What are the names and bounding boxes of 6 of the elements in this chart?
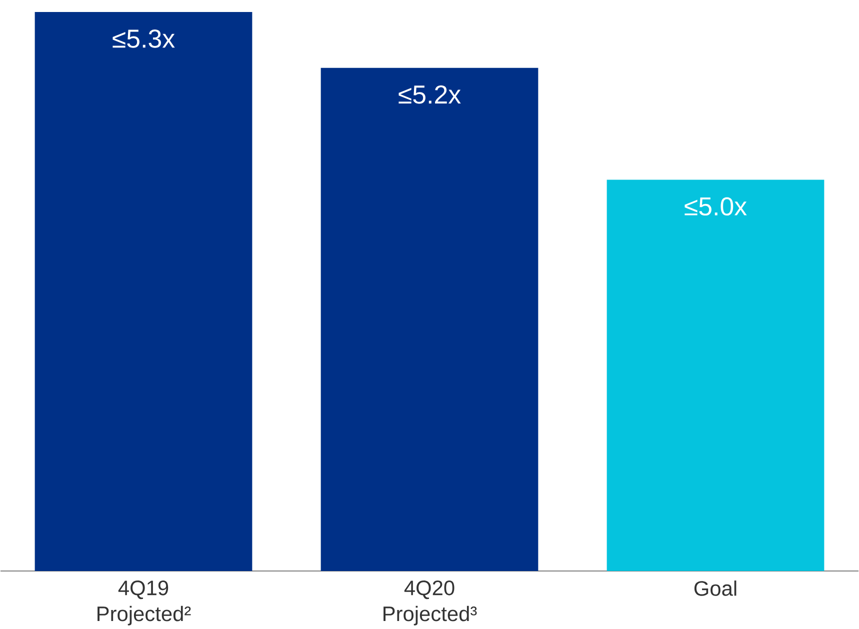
data-label: ≤5.2x xyxy=(398,86,461,104)
x-tick-label: Goal xyxy=(694,580,736,596)
data-label: ≤5.0x xyxy=(684,197,747,216)
x-tick-label: 4Q20 Projected³ xyxy=(384,580,477,626)
x-tick-label: 4Q19 Projected² xyxy=(98,580,191,626)
data-label: ≤5.3x xyxy=(112,30,175,48)
